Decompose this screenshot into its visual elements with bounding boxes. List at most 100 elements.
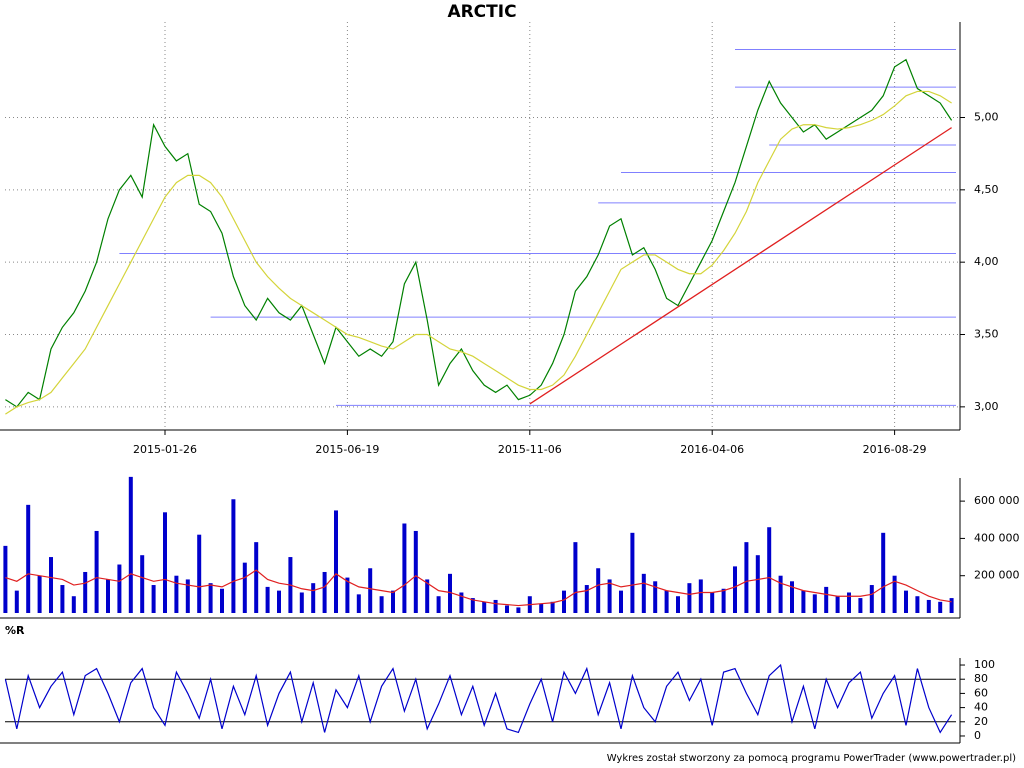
bar: [26, 504, 31, 613]
bar: [858, 598, 863, 613]
bar: [915, 596, 920, 613]
series-line: [5, 58, 953, 408]
bar: [926, 599, 931, 613]
bar: [653, 581, 658, 613]
bar: [847, 592, 851, 613]
bar: [208, 583, 213, 613]
bar: [949, 598, 954, 613]
bar: [356, 594, 361, 613]
bar: [676, 596, 680, 613]
bar: [744, 542, 749, 613]
bar: [425, 579, 430, 613]
bar: [881, 532, 886, 613]
bar: [174, 575, 179, 613]
footer: Wykres został stworzony za pomocą progra…: [607, 753, 1016, 764]
bar: [869, 585, 874, 613]
chart-title: ARCTIC: [447, 2, 516, 22]
bar: [573, 542, 578, 613]
bar: [94, 530, 99, 613]
bar: [562, 590, 566, 613]
bar: [801, 590, 806, 613]
y-tick-label: 4,00: [974, 255, 999, 268]
bar: [117, 564, 122, 613]
bar: [938, 601, 943, 613]
bar: [254, 542, 259, 613]
bar: [265, 586, 270, 613]
bar: [128, 476, 133, 613]
bar: [242, 562, 247, 613]
y-tick-label: 0: [974, 729, 981, 742]
bar: [106, 579, 110, 613]
y-tick-label: 3,50: [974, 328, 999, 341]
bar: [790, 581, 794, 613]
bar: [83, 571, 88, 613]
bar: [379, 596, 384, 613]
bar: [904, 590, 908, 613]
series-line: [5, 569, 952, 607]
bar: [71, 596, 76, 613]
bar: [413, 530, 418, 613]
bar: [630, 532, 635, 613]
bar: [721, 588, 726, 613]
bar: [516, 607, 521, 613]
bar: [619, 590, 623, 613]
bar: [151, 585, 156, 613]
series-line: [5, 90, 952, 415]
bar: [892, 575, 897, 613]
y-tick-label: 200 000: [974, 569, 1020, 582]
bar: [550, 601, 555, 613]
bar: [185, 579, 190, 613]
bar: [641, 573, 646, 613]
bar: [698, 579, 703, 613]
series-line: [4, 663, 953, 734]
y-tick-label: 40: [974, 701, 988, 714]
bar: [459, 592, 464, 613]
bar: [37, 575, 42, 613]
bar: [140, 555, 145, 613]
bar: [197, 534, 202, 613]
bar: [493, 599, 498, 613]
bar: [596, 568, 601, 613]
trend-line: [529, 127, 952, 405]
bar: [664, 590, 669, 613]
bar: [448, 573, 452, 613]
bar: [277, 590, 281, 613]
bar: [778, 575, 783, 613]
x-tick-label: 2015-01-26: [133, 443, 197, 456]
bar: [3, 545, 8, 613]
bar: [334, 510, 338, 613]
bar: [231, 499, 236, 613]
bar: [220, 588, 224, 613]
panel-title: %R: [5, 624, 25, 637]
bar: [710, 592, 715, 613]
y-tick-label: 100: [974, 658, 995, 671]
x-tick-label: 2016-08-29: [863, 443, 927, 456]
bar: [539, 603, 544, 613]
y-tick-label: 60: [974, 686, 988, 699]
y-tick-label: 3,00: [974, 400, 999, 413]
bar: [482, 601, 487, 613]
bar: [607, 579, 612, 613]
bar: [584, 585, 589, 613]
bar: [812, 594, 817, 613]
bar: [49, 557, 53, 613]
y-tick-label: 4,50: [974, 183, 999, 196]
bar: [824, 586, 829, 613]
bar: [14, 590, 19, 613]
bar: [368, 568, 373, 613]
y-tick-label: 20: [974, 715, 988, 728]
y-tick-label: 80: [974, 672, 988, 685]
bar: [767, 527, 772, 613]
bar: [733, 566, 737, 613]
x-tick-label: 2016-04-06: [680, 443, 744, 456]
x-tick-label: 2015-06-19: [315, 443, 379, 456]
bar: [345, 577, 350, 613]
bar: [163, 512, 167, 613]
bar: [402, 523, 407, 613]
bar: [835, 596, 840, 613]
bar: [60, 585, 65, 613]
bar: [322, 571, 327, 613]
y-tick-label: 400 000: [974, 531, 1020, 544]
bar: [299, 592, 304, 613]
